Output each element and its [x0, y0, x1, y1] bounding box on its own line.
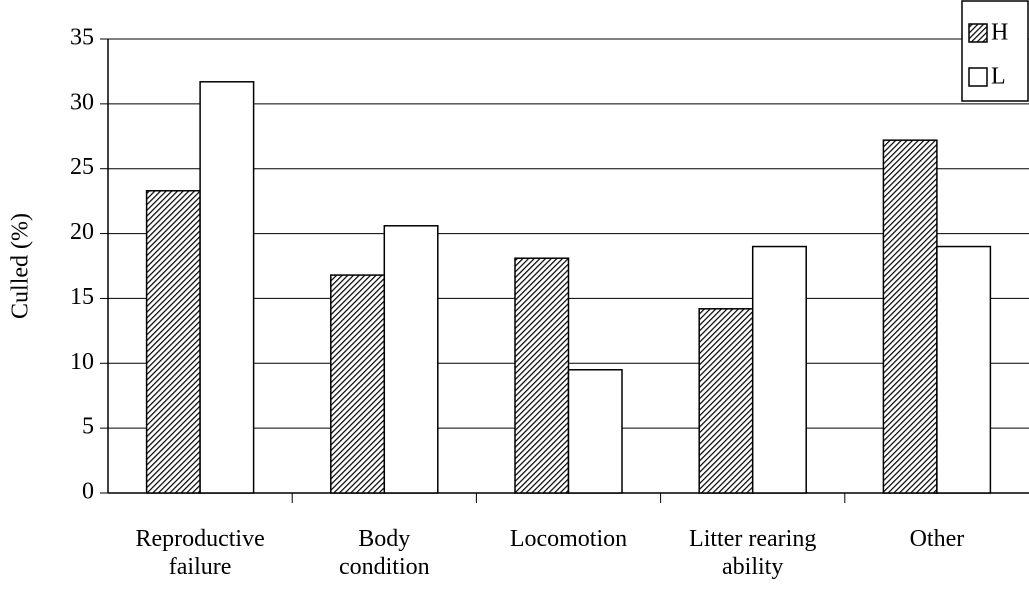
legend: HL — [961, 0, 1029, 102]
y-tick-label: 15 — [70, 284, 94, 310]
y-axis-label: Culled (%) — [8, 213, 34, 319]
legend-swatch — [968, 67, 988, 87]
y-tick-label: 20 — [70, 219, 94, 245]
x-tick-label: Locomotion — [509, 526, 628, 552]
x-tick-label: Other — [909, 526, 965, 552]
bar — [145, 190, 201, 494]
bar — [514, 257, 570, 494]
legend-label: L — [991, 64, 1006, 90]
y-tick-label: 0 — [82, 479, 94, 505]
bar — [936, 245, 992, 494]
y-tick-label: 5 — [82, 414, 94, 440]
bar — [383, 225, 439, 494]
bar — [567, 369, 623, 494]
legend-label: H — [991, 20, 1008, 46]
bar — [698, 308, 754, 494]
y-tick-label: 35 — [70, 25, 94, 51]
bar — [330, 274, 386, 494]
x-tick-label: Litter rearing ability — [689, 526, 817, 580]
y-tick-label: 25 — [70, 154, 94, 180]
bar — [751, 245, 807, 494]
bar — [199, 81, 255, 494]
bar — [882, 139, 938, 494]
y-tick-label: 30 — [70, 89, 94, 115]
legend-swatch — [968, 23, 988, 43]
x-tick-label: Reproductive failure — [135, 526, 265, 580]
x-tick-label: Body condition — [338, 526, 430, 580]
y-tick-label: 10 — [70, 349, 94, 375]
